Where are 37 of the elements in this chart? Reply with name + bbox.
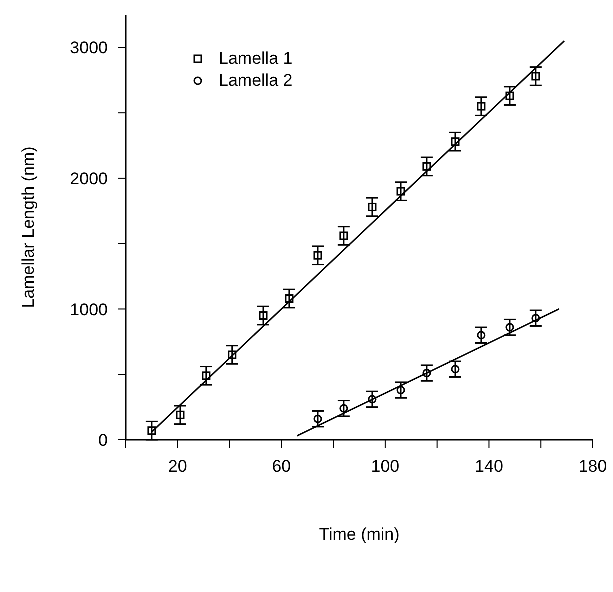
x-tick-label: 20 [168, 457, 188, 476]
point [477, 331, 486, 340]
point [340, 404, 348, 413]
point [202, 372, 211, 380]
point [477, 102, 486, 111]
point [368, 395, 377, 404]
point [314, 251, 322, 260]
point [368, 202, 377, 212]
point [506, 323, 514, 332]
point [532, 314, 540, 323]
point [285, 294, 294, 304]
y-tick-label: 0 [98, 431, 108, 450]
point [396, 187, 406, 196]
legend-label: Lamella 2 [219, 70, 293, 92]
y-tick-label: 1000 [70, 300, 108, 320]
point [228, 350, 237, 360]
point [422, 162, 432, 171]
x-tick-label: 60 [272, 457, 292, 476]
point [506, 92, 514, 100]
point [532, 72, 540, 81]
x-tick-label: 100 [371, 457, 400, 476]
point [396, 386, 406, 395]
y-tick-label: 3000 [70, 38, 108, 58]
x-tick-label: 180 [578, 457, 608, 476]
point [314, 414, 322, 424]
point [148, 426, 156, 436]
x-axis-title: Time (min) [319, 525, 400, 544]
point [451, 365, 460, 374]
point [259, 312, 268, 320]
point [340, 232, 348, 240]
y-tick-label: 2000 [70, 169, 108, 188]
point [422, 369, 432, 378]
x-tick-label: 140 [475, 457, 504, 476]
legend-label: Lamella 1 [219, 48, 293, 70]
point [451, 138, 460, 146]
point [176, 410, 185, 420]
y-axis-title: Lamellar Length (nm) [19, 146, 38, 308]
